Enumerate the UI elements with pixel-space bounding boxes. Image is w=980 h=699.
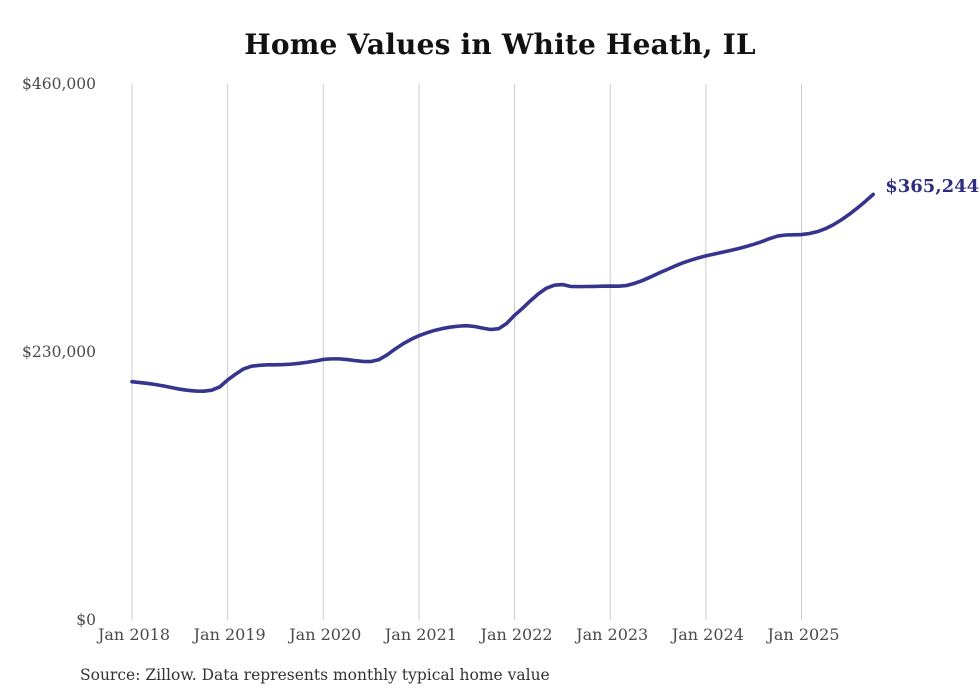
current-value-label: $365,244	[885, 176, 980, 198]
x-tick-label: Jan 2023	[576, 625, 649, 644]
source-note: Source: Zillow. Data represents monthly …	[80, 666, 550, 684]
y-tick-label: $460,000	[22, 75, 96, 93]
chart-title: Home Values in White Heath, IL	[244, 28, 756, 61]
x-tick-label: Jan 2019	[193, 625, 266, 644]
x-tick-label: Jan 2021	[384, 625, 457, 644]
y-tick-label: $0	[76, 611, 96, 629]
y-tick-label: $230,000	[22, 343, 96, 361]
x-tick-label: Jan 2025	[767, 625, 840, 644]
x-tick-label: Jan 2022	[480, 625, 553, 644]
x-tick-label: Jan 2020	[289, 625, 362, 644]
home-value-line	[130, 192, 876, 393]
x-tick-label: Jan 2024	[671, 625, 744, 644]
x-tick-label: Jan 2018	[97, 625, 171, 644]
